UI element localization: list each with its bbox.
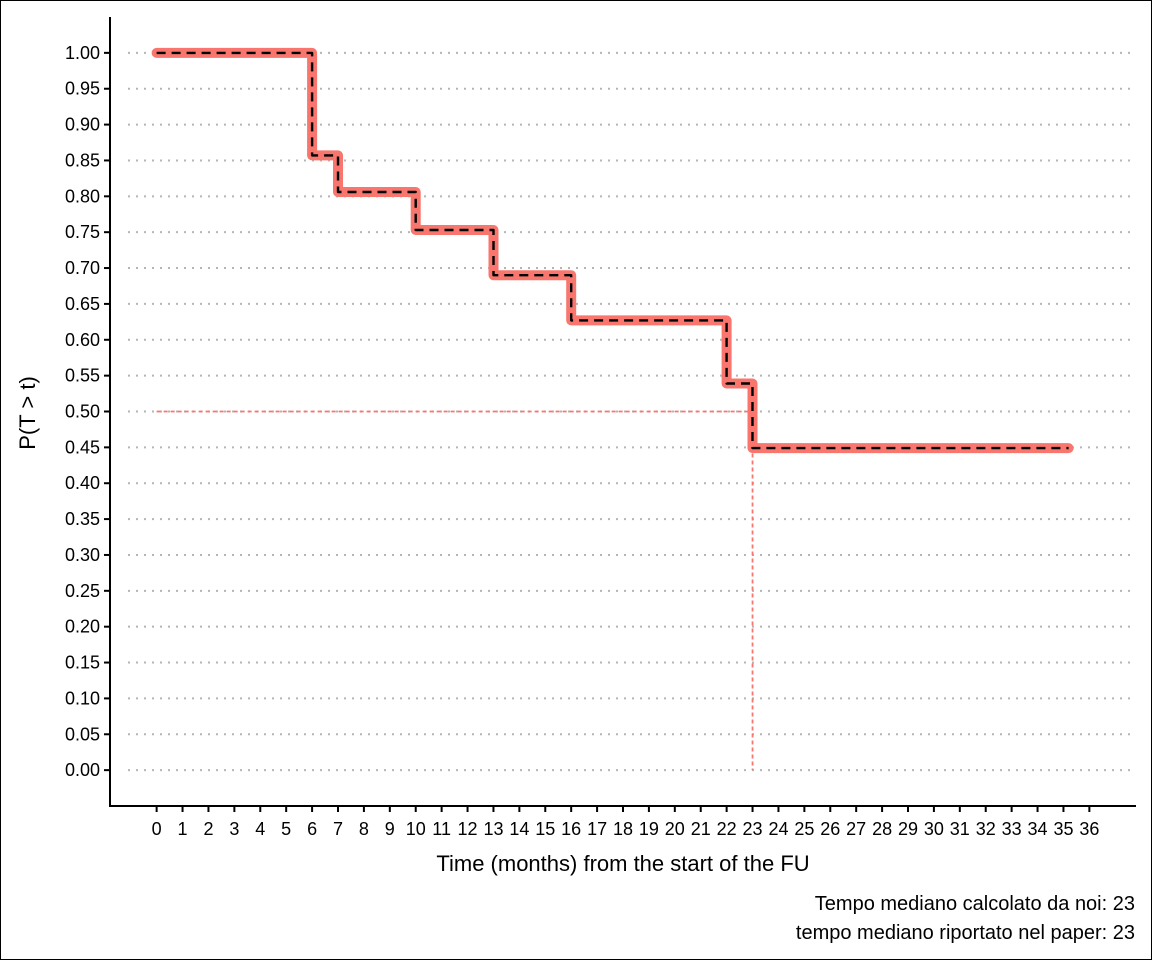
- x-tick-label: 0: [152, 819, 162, 839]
- x-tick-label: 31: [950, 819, 970, 839]
- grid-lines: [128, 51, 1136, 772]
- x-tick-label: 2: [203, 819, 213, 839]
- x-tick-label: 14: [509, 819, 529, 839]
- y-tick-label: 0.00: [65, 760, 100, 780]
- y-tick-label: 1.00: [65, 43, 100, 63]
- x-tick-label: 9: [385, 819, 395, 839]
- survival-curves: [151, 47, 1074, 454]
- x-tick-label: 3: [229, 819, 239, 839]
- x-tick-label: 15: [535, 819, 555, 839]
- y-tick-label: 0.30: [65, 545, 100, 565]
- x-tick-label: 35: [1053, 819, 1073, 839]
- caption-median-ours: Tempo mediano calcolato da noi: 23: [815, 893, 1135, 915]
- x-tick-label: 17: [587, 819, 607, 839]
- x-tick-label: 10: [406, 819, 426, 839]
- x-tick-label: 27: [846, 819, 866, 839]
- x-tick-label: 28: [872, 819, 892, 839]
- y-tick-label: 0.80: [65, 186, 100, 206]
- y-tick-label: 0.45: [65, 437, 100, 457]
- y-tick-label: 0.05: [65, 724, 100, 744]
- x-tick-label: 12: [458, 819, 478, 839]
- x-tick-label: 21: [691, 819, 711, 839]
- y-tick-label: 0.65: [65, 294, 100, 314]
- x-tick-label: 4: [255, 819, 265, 839]
- y-axis-title: P(T > t): [15, 376, 40, 450]
- y-tick-label: 0.70: [65, 258, 100, 278]
- y-tick-label: 0.75: [65, 222, 100, 242]
- x-tick-label: 18: [613, 819, 633, 839]
- x-tick-label: 19: [639, 819, 659, 839]
- x-tick-label: 8: [359, 819, 369, 839]
- y-tick-label: 0.40: [65, 473, 100, 493]
- km-curve-reference: [156, 51, 1069, 450]
- x-tick-label: 16: [561, 819, 581, 839]
- x-tick-label: 25: [794, 819, 814, 839]
- x-tick-label: 29: [898, 819, 918, 839]
- x-tick-label: 7: [333, 819, 343, 839]
- y-tick-label: 0.10: [65, 688, 100, 708]
- y-tick-label: 0.50: [65, 402, 100, 422]
- y-tick-label: 0.25: [65, 581, 100, 601]
- y-tick-label: 0.55: [65, 366, 100, 386]
- x-tick-label: 24: [768, 819, 788, 839]
- y-tick-label: 0.85: [65, 150, 100, 170]
- x-ticks: 0 1 2 3 4 5 6 7 8 9 10 11 12 13 14 15 16 17 18 19 20 21 22 23 24…: [152, 806, 1099, 839]
- x-tick-label: 1: [178, 819, 188, 839]
- x-tick-label: 30: [924, 819, 944, 839]
- y-tick-label: 0.95: [65, 79, 100, 99]
- y-tick-label: 0.15: [65, 653, 100, 673]
- y-ticks: 0.00 0.05 0.10 0.15 0.20 0.25 0.30 0.35 0.40 0.45…: [65, 43, 110, 780]
- x-tick-label: 22: [717, 819, 737, 839]
- x-tick-label: 5: [281, 819, 291, 839]
- x-tick-label: 36: [1079, 819, 1099, 839]
- km-curve-estimated: [151, 47, 1074, 454]
- x-tick-label: 23: [743, 819, 763, 839]
- x-tick-label: 13: [483, 819, 503, 839]
- y-tick-label: 0.60: [65, 330, 100, 350]
- y-tick-label: 0.20: [65, 617, 100, 637]
- x-tick-label: 34: [1028, 819, 1048, 839]
- y-tick-label: 0.35: [65, 509, 100, 529]
- caption-median-paper: tempo mediano riportato nel paper: 23: [796, 922, 1135, 944]
- x-tick-label: 6: [307, 819, 317, 839]
- median-reference-lines: [156, 410, 754, 771]
- x-axis-title: Time (months) from the start of the FU: [436, 851, 809, 876]
- x-tick-label: 33: [1002, 819, 1022, 839]
- y-tick-label: 0.90: [65, 115, 100, 135]
- x-tick-label: 11: [432, 819, 451, 839]
- x-tick-label: 20: [665, 819, 685, 839]
- x-tick-label: 26: [820, 819, 840, 839]
- x-tick-label: 32: [976, 819, 996, 839]
